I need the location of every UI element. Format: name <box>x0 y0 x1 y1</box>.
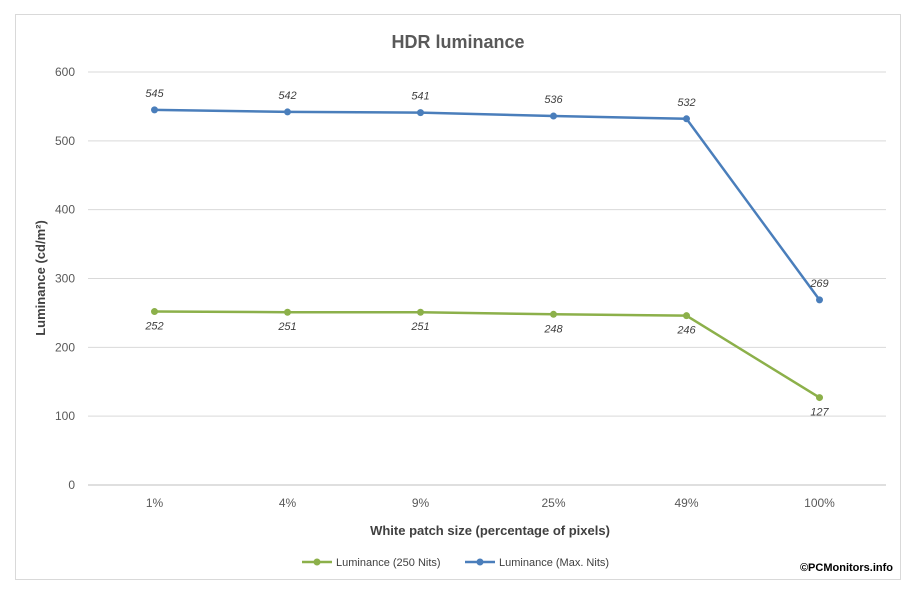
legend-swatch-marker <box>313 558 321 566</box>
data-label: 532 <box>677 97 695 109</box>
chart-frame <box>15 14 901 580</box>
legend-label: Luminance (250 Nits) <box>336 557 441 569</box>
data-point <box>151 308 158 316</box>
x-axis-ticks: 1% 4% 9% 25% 49% 100% <box>146 496 835 510</box>
x-tick-label: 1% <box>146 496 164 510</box>
data-label: 251 <box>277 321 296 333</box>
data-label: 269 <box>809 278 828 290</box>
credit-text: ©PCMonitors.info <box>800 562 893 574</box>
data-label: 127 <box>810 407 829 419</box>
data-label: 542 <box>278 90 296 102</box>
data-label: 251 <box>410 321 429 333</box>
data-label: 252 <box>144 321 163 333</box>
data-point <box>816 296 823 304</box>
series-layer: 252 251 251 248 246 127 545 542 541 536 532 269 <box>144 88 829 419</box>
data-point <box>417 308 424 316</box>
x-tick-label: 49% <box>674 496 698 510</box>
legend: Luminance (250 Nits) Luminance (Max. Nits… <box>302 557 609 569</box>
data-point <box>550 310 557 318</box>
y-axis-ticks: 0 100 200 300 400 500 600 <box>55 65 75 492</box>
y-tick-label: 300 <box>55 272 75 286</box>
data-point <box>417 109 424 117</box>
y-tick-label: 600 <box>55 65 75 79</box>
y-tick-label: 100 <box>55 409 75 423</box>
data-label: 545 <box>145 88 164 100</box>
legend-item: Luminance (250 Nits) <box>302 557 441 569</box>
data-label: 248 <box>543 323 563 335</box>
legend-label: Luminance (Max. Nits) <box>499 557 609 569</box>
data-point <box>550 112 557 120</box>
data-point <box>683 115 690 123</box>
y-tick-label: 500 <box>55 134 75 148</box>
data-point <box>284 108 291 116</box>
x-tick-label: 25% <box>541 496 565 510</box>
series-250-nits: 252 251 251 248 246 127 <box>144 308 830 419</box>
x-tick-label: 9% <box>412 496 430 510</box>
series-line <box>154 310 821 399</box>
gridlines <box>88 71 886 486</box>
y-tick-label: 0 <box>68 478 75 492</box>
chart-title: HDR luminance <box>391 32 524 52</box>
series-line <box>154 108 821 301</box>
data-point <box>284 308 291 316</box>
data-label: 246 <box>676 325 696 337</box>
series-max-nits: 545 542 541 536 532 269 <box>145 88 829 304</box>
data-label: 541 <box>411 91 429 103</box>
x-axis-title: White patch size (percentage of pixels) <box>370 523 610 538</box>
data-point <box>151 106 158 114</box>
legend-item: Luminance (Max. Nits) <box>465 557 609 569</box>
data-label: 536 <box>544 94 563 106</box>
data-point <box>683 312 690 320</box>
data-point <box>816 394 823 402</box>
y-tick-label: 200 <box>55 340 75 354</box>
x-tick-label: 4% <box>279 496 297 510</box>
x-tick-label: 100% <box>804 496 835 510</box>
legend-swatch-marker <box>476 558 484 566</box>
y-axis-title: Luminance (cd/m²) <box>33 220 48 336</box>
y-tick-label: 400 <box>55 203 75 217</box>
